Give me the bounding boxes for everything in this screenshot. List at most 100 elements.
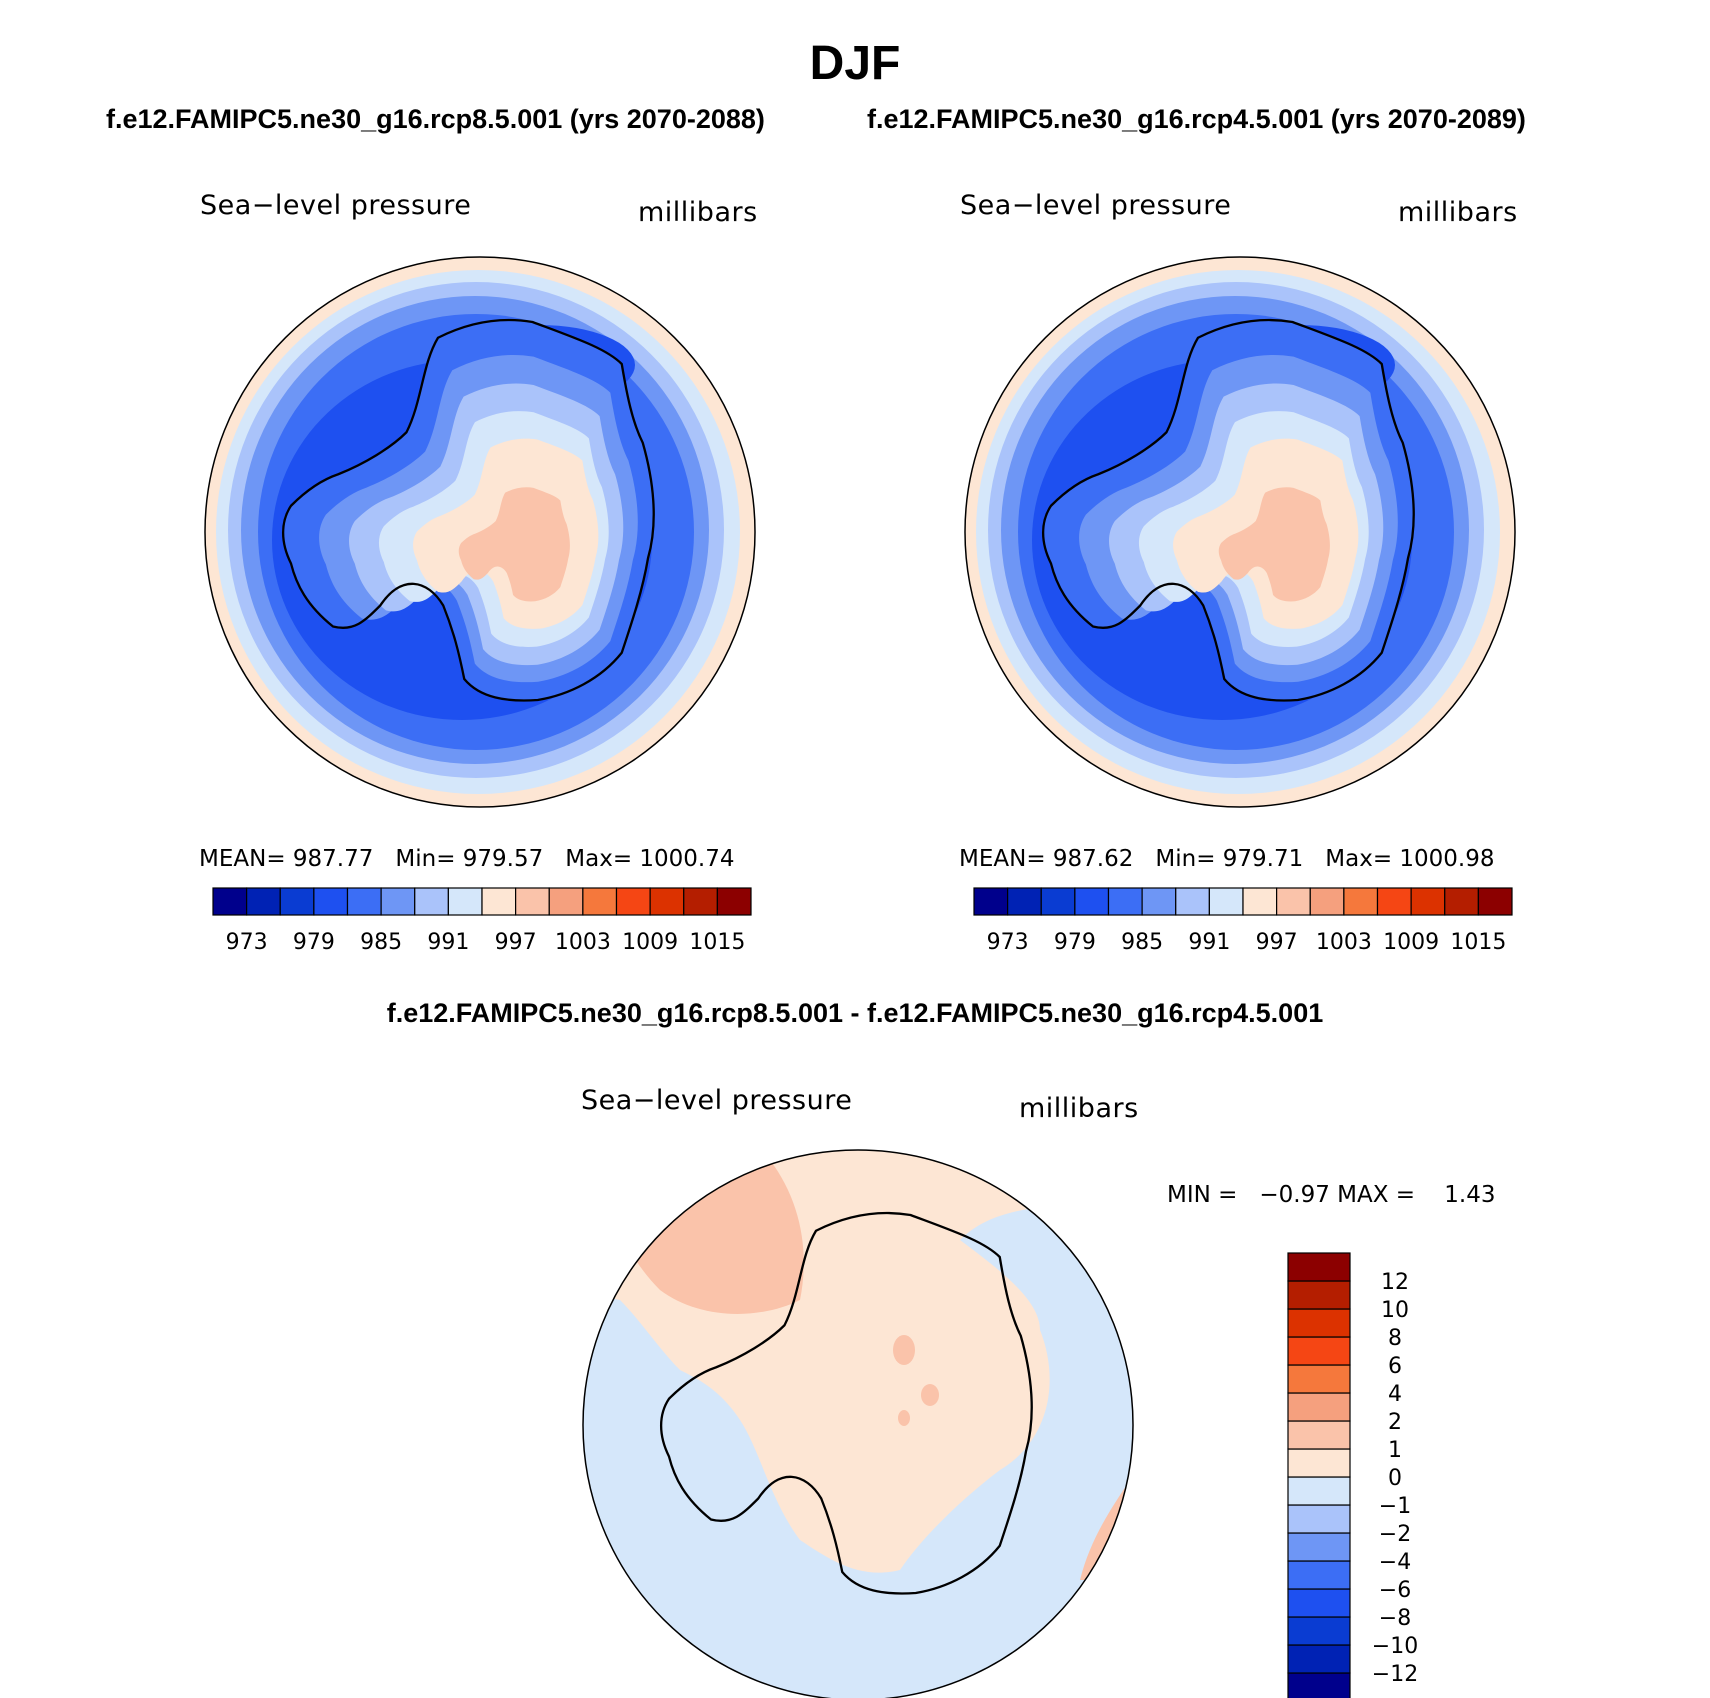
- diff-min-max: MIN = −0.97 MAX = 1.43: [1167, 1182, 1496, 1208]
- panel-b-colorbar-swatch-5: [1141, 887, 1177, 916]
- panel-b-colorbar-tick-label: 985: [1121, 930, 1163, 955]
- panel-b-colorbar-swatch-11: [1343, 887, 1379, 916]
- panel-a-colorbar-swatch-4: [346, 887, 382, 916]
- panel-b-colorbar-swatch-13: [1410, 887, 1446, 916]
- diff-colorbar-tick-label: 0: [1388, 1466, 1402, 1491]
- panel-a-case-title: f.e12.FAMIPC5.ne30_g16.rcp8.5.001 (yrs 2…: [106, 104, 765, 134]
- diff-colorbar-swatch-7: [1287, 1476, 1351, 1506]
- panel-b-min: Min= 979.71: [1155, 846, 1304, 872]
- panel-a-colorbar-swatch-5: [380, 887, 416, 916]
- panel-a-field-label: Sea−level pressure: [200, 190, 472, 221]
- diff-colorbar-swatch-6: [1287, 1504, 1351, 1534]
- diff-colorbar-swatch-1: [1287, 1644, 1351, 1674]
- panel-a-stats: MEAN= 987.77 Min= 979.57 Max= 1000.74: [199, 846, 757, 872]
- panel-b-colorbar-swatch-8: [1242, 887, 1278, 916]
- panel-b-colorbar-swatch-3: [1074, 887, 1110, 916]
- diff-colorbar-swatch-11: [1287, 1364, 1351, 1394]
- panel-a-colorbar-tick-label: 985: [360, 930, 402, 955]
- panel-a-colorbar-tick-label: 979: [293, 930, 335, 955]
- diff-colorbar-tick-label: −8: [1379, 1606, 1411, 1631]
- panel-b-stats: MEAN= 987.62 Min= 979.71 Max= 1000.98: [959, 846, 1517, 872]
- diff-colorbar-tick-label: 8: [1388, 1326, 1402, 1351]
- diff-colorbar-tick-label: 12: [1381, 1270, 1409, 1295]
- diff-colorbar-tick-label: −4: [1379, 1550, 1411, 1575]
- diff-colorbar-swatch-14: [1287, 1280, 1351, 1310]
- panel-b-colorbar-swatch-7: [1208, 887, 1244, 916]
- panel-a-colorbar-swatch-8: [481, 887, 517, 916]
- diff-colorbar-tick-label: 1: [1388, 1438, 1402, 1463]
- diff-colorbar-swatch-13: [1287, 1308, 1351, 1338]
- panel-a-colorbar-swatch-12: [615, 887, 651, 916]
- diff-colorbar-swatch-12: [1287, 1336, 1351, 1366]
- diff-units-label: millibars: [1019, 1093, 1139, 1124]
- diff-case-title: f.e12.FAMIPC5.ne30_g16.rcp8.5.001 - f.e1…: [386, 998, 1324, 1028]
- diff-colorbar-tick-label: −2: [1379, 1522, 1411, 1547]
- diff-colorbar-swatch-4: [1287, 1560, 1351, 1590]
- panel-b-colorbar: 973 979 985 991 997 1003 1009 1015: [973, 887, 1513, 955]
- diff-colorbar-swatch-9: [1287, 1420, 1351, 1450]
- panel-b-max: Max= 1000.98: [1325, 846, 1495, 872]
- diff-colorbar-tick-label: −12: [1372, 1662, 1418, 1687]
- panel-b-colorbar-tick-label: 991: [1188, 930, 1230, 955]
- diff-colorbar-swatch-0: [1287, 1672, 1351, 1698]
- panel-a-colorbar: 973 979 985 991 997 1003 1009 1015: [212, 887, 752, 955]
- panel-b-units-label: millibars: [1398, 197, 1518, 228]
- panel-b-colorbar-tick-label: 1003: [1316, 930, 1372, 955]
- panel-a-colorbar-swatch-9: [515, 887, 550, 916]
- panel-a-map-border: [204, 256, 756, 808]
- diff-colorbar-tick-label: −6: [1379, 1578, 1411, 1603]
- diff-colorbar-tick-label: −10: [1372, 1634, 1418, 1659]
- panel-a-colorbar-swatch-2: [279, 887, 315, 916]
- panel-b-map-border: [964, 256, 1516, 808]
- panel-b-colorbar-tick-label: 973: [987, 930, 1029, 955]
- panel-a-colorbar-swatch-3: [313, 887, 349, 916]
- panel-b-colorbar-tick-label: 997: [1256, 930, 1298, 955]
- panel-b-colorbar-swatch-10: [1309, 887, 1345, 916]
- diff-colorbar-tick-label: 6: [1388, 1354, 1402, 1379]
- panel-b-colorbar-swatch-4: [1107, 887, 1143, 916]
- diff-map: [583, 1150, 1133, 1698]
- panel-a-colorbar-tick-label: 973: [226, 930, 268, 955]
- panel-a-colorbar-swatch-15: [716, 887, 752, 916]
- panel-a-colorbar-swatch-6: [414, 887, 449, 916]
- panel-a-min: Min= 979.57: [395, 846, 544, 872]
- panel-a-colorbar-tick-label: 1003: [555, 930, 611, 955]
- panel-a-colorbar-swatch-11: [582, 887, 618, 916]
- panel-a-colorbar-swatch-14: [683, 887, 718, 916]
- diff-colorbar-swatch-8: [1287, 1448, 1351, 1478]
- panel-b-colorbar-swatch-0: [973, 887, 1009, 916]
- panel-a-colorbar-swatch-7: [447, 887, 483, 916]
- diff-map-border: [582, 1149, 1134, 1698]
- panel-b-map: [965, 257, 1515, 807]
- panel-b-colorbar-swatch-15: [1477, 887, 1513, 916]
- panel-b-colorbar-tick-label: 1009: [1383, 930, 1439, 955]
- diff-colorbar-tick-label: 2: [1388, 1410, 1402, 1435]
- panel-a-colorbar-tick-label: 997: [495, 930, 537, 955]
- diff-field-label: Sea−level pressure: [581, 1085, 853, 1116]
- panel-b-colorbar-swatch-2: [1040, 887, 1076, 916]
- panel-a-mean: MEAN= 987.77: [199, 846, 374, 872]
- page-title: DJF: [809, 37, 901, 90]
- panel-a-colorbar-swatch-10: [548, 887, 584, 916]
- diff-colorbar-swatch-15: [1287, 1252, 1351, 1282]
- panel-b-mean: MEAN= 987.62: [959, 846, 1134, 872]
- panel-a-colorbar-swatch-0: [212, 887, 248, 916]
- panel-a-max: Max= 1000.74: [565, 846, 735, 872]
- panel-a-colorbar-tick-label: 991: [427, 930, 469, 955]
- diff-colorbar-swatch-3: [1287, 1588, 1351, 1618]
- diff-colorbar-tick-label: −1: [1379, 1494, 1411, 1519]
- panel-a-map: [205, 257, 755, 807]
- panel-b-colorbar-swatch-9: [1276, 887, 1311, 916]
- diff-colorbar-swatch-5: [1287, 1532, 1351, 1562]
- panel-a-colorbar-swatch-1: [246, 887, 281, 916]
- panel-b-colorbar-swatch-1: [1007, 887, 1042, 916]
- diff-colorbar-tick-label: 10: [1381, 1298, 1409, 1323]
- diff-colorbar-tick-label: 4: [1388, 1382, 1402, 1407]
- panel-b-field-label: Sea−level pressure: [960, 190, 1232, 221]
- panel-a-colorbar-tick-label: 1009: [622, 930, 678, 955]
- panel-a-colorbar-swatch-13: [649, 887, 685, 916]
- panel-b-colorbar-swatch-14: [1444, 887, 1479, 916]
- diff-colorbar-swatch-2: [1287, 1616, 1351, 1646]
